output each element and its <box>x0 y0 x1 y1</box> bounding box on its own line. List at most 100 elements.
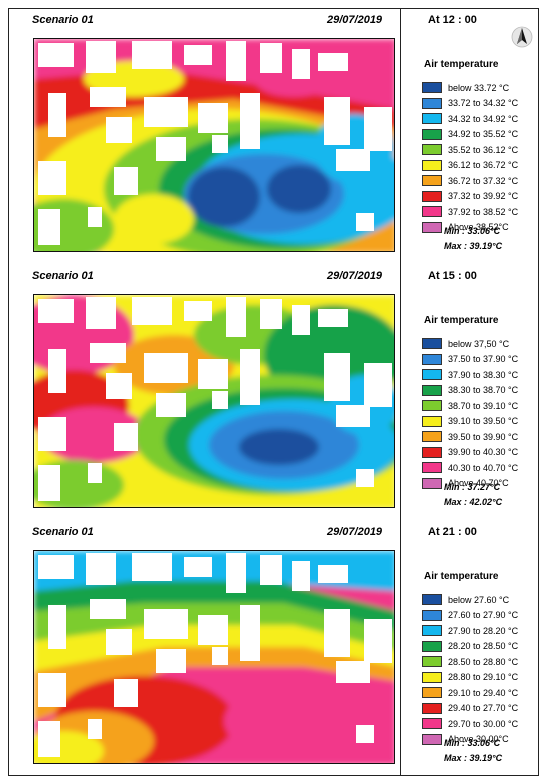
figure-frame <box>8 8 539 776</box>
legend-swatch <box>422 400 442 412</box>
legend-label: 28.20 to 28.50 °C <box>448 641 519 652</box>
column-divider <box>400 8 401 776</box>
legend-swatch <box>422 159 442 171</box>
temperature-map <box>33 294 395 508</box>
legend-swatch <box>422 113 442 125</box>
legend-item: 35.52 to 36.12 °C <box>422 142 518 158</box>
legend-title: Air temperature <box>424 571 499 582</box>
legend-item: 37.50 to 37.90 °C <box>422 352 518 368</box>
legend-item: 33.72 to 34.32 °C <box>422 96 518 112</box>
legend-item: 39.90 to 40.30 °C <box>422 445 518 461</box>
legend-item: 28.20 to 28.50 °C <box>422 639 518 655</box>
thermal-field <box>34 39 394 251</box>
legend-swatch <box>422 671 442 683</box>
legend-label: 36.12 to 36.72 °C <box>448 160 519 171</box>
legend-swatch <box>422 369 442 381</box>
legend-swatch <box>422 462 442 474</box>
thermal-field <box>34 295 394 507</box>
date-label: 29/07/2019 <box>327 270 383 282</box>
max-value: Max : 42.02°C <box>444 497 503 507</box>
legend-item: 39.50 to 39.90 °C <box>422 429 518 445</box>
legend-swatch <box>422 415 442 427</box>
legend-title: Air temperature <box>424 59 499 70</box>
temperature-map <box>33 550 395 764</box>
legend-label: 36.72 to 37.32 °C <box>448 175 519 186</box>
legend-label: 35.52 to 36.12 °C <box>448 144 519 155</box>
legend-item: 38.30 to 38.70 °C <box>422 383 518 399</box>
legend-label: 37.50 to 37.90 °C <box>448 354 519 365</box>
legend-swatch <box>422 640 442 652</box>
legend-item: below 27.60 °C <box>422 592 518 608</box>
legend-label: 37.32 to 39.92 °C <box>448 191 519 202</box>
legend-label: 27.90 to 28.20 °C <box>448 625 519 636</box>
min-value: Min : 33.06°C <box>444 738 501 748</box>
legend-label: below 37,50 °C <box>448 338 510 349</box>
legend-swatch <box>422 609 442 621</box>
legend: below 33.72 °C 33.72 to 34.32 °C 34.32 t… <box>422 80 518 235</box>
legend: below 27.60 °C 27.60 to 27.90 °C 27.90 t… <box>422 592 518 747</box>
legend-swatch <box>422 446 442 458</box>
panel-21h: Scenario 01 29/07/2019 At 21 : 00 <box>0 520 550 776</box>
legend-label: 28.50 to 28.80 °C <box>448 656 519 667</box>
legend-label: 28.80 to 29.10 °C <box>448 672 519 683</box>
legend-label: Above 30.00°C <box>448 734 509 745</box>
legend-item: 28.80 to 29.10 °C <box>422 670 518 686</box>
legend-swatch <box>422 625 442 637</box>
legend-label: 29.40 to 27.70 °C <box>448 703 519 714</box>
legend-swatch <box>422 477 442 489</box>
legend-label: 29.70 to 30.00 °C <box>448 718 519 729</box>
date-label: 29/07/2019 <box>327 526 383 538</box>
north-arrow-icon <box>511 26 533 48</box>
panel-12h: Scenario 01 29/07/2019 At 12 : 00 <box>0 8 550 264</box>
legend-item: 36.12 to 36.72 °C <box>422 158 518 174</box>
legend-swatch <box>422 687 442 699</box>
temperature-map <box>33 38 395 252</box>
legend-label: 39.10 to 39.50 °C <box>448 416 519 427</box>
legend-item: 37.32 to 39.92 °C <box>422 189 518 205</box>
legend-label: 39.90 to 40.30 °C <box>448 447 519 458</box>
legend-item: 34.32 to 34.92 °C <box>422 111 518 127</box>
legend-item: 27.60 to 27.90 °C <box>422 608 518 624</box>
panel-15h: Scenario 01 29/07/2019 At 15 : 00 <box>0 264 550 520</box>
legend-item: 40.30 to 40.70 °C <box>422 460 518 476</box>
legend-label: 37.90 to 38.30 °C <box>448 369 519 380</box>
legend-label: 38.70 to 39.10 °C <box>448 400 519 411</box>
legend-item: Above 38.52°C <box>422 220 518 236</box>
legend-item: Above 40.70°C <box>422 476 518 492</box>
legend-item: 34.92 to 35.52 °C <box>422 127 518 143</box>
max-value: Max : 39.19°C <box>444 241 503 251</box>
legend-swatch <box>422 384 442 396</box>
buildings <box>38 41 392 245</box>
scenario-label: Scenario 01 <box>32 270 94 282</box>
legend-swatch <box>422 338 442 350</box>
date-label: 29/07/2019 <box>327 14 383 26</box>
legend-item: 27.90 to 28.20 °C <box>422 623 518 639</box>
legend-item: 39.10 to 39.50 °C <box>422 414 518 430</box>
legend-swatch <box>422 353 442 365</box>
legend-label: 37.92 to 38.52 °C <box>448 206 519 217</box>
legend-swatch <box>422 656 442 668</box>
max-value: Max : 39.19°C <box>444 753 503 763</box>
legend: below 37,50 °C 37.50 to 37.90 °C 37.90 t… <box>422 336 518 491</box>
legend-label: below 27.60 °C <box>448 594 510 605</box>
legend-item: 29.10 to 29.40 °C <box>422 685 518 701</box>
scenario-label: Scenario 01 <box>32 526 94 538</box>
legend-swatch <box>422 594 442 606</box>
time-label: At 15 : 00 <box>428 270 477 282</box>
legend-label: 33.72 to 34.32 °C <box>448 98 519 109</box>
legend-item: 37.92 to 38.52 °C <box>422 204 518 220</box>
legend-label: Above 40.70°C <box>448 478 509 489</box>
time-label: At 21 : 00 <box>428 526 477 538</box>
legend-label: 34.32 to 34.92 °C <box>448 113 519 124</box>
buildings <box>38 553 392 757</box>
legend-title: Air temperature <box>424 315 499 326</box>
legend-label: 34.92 to 35.52 °C <box>448 129 519 140</box>
scenario-label: Scenario 01 <box>32 14 94 26</box>
legend-item: 38.70 to 39.10 °C <box>422 398 518 414</box>
legend-label: 27.60 to 27.90 °C <box>448 610 519 621</box>
legend-swatch <box>422 97 442 109</box>
legend-item: below 33.72 °C <box>422 80 518 96</box>
legend-swatch <box>422 128 442 140</box>
legend-swatch <box>422 82 442 94</box>
legend-swatch <box>422 144 442 156</box>
